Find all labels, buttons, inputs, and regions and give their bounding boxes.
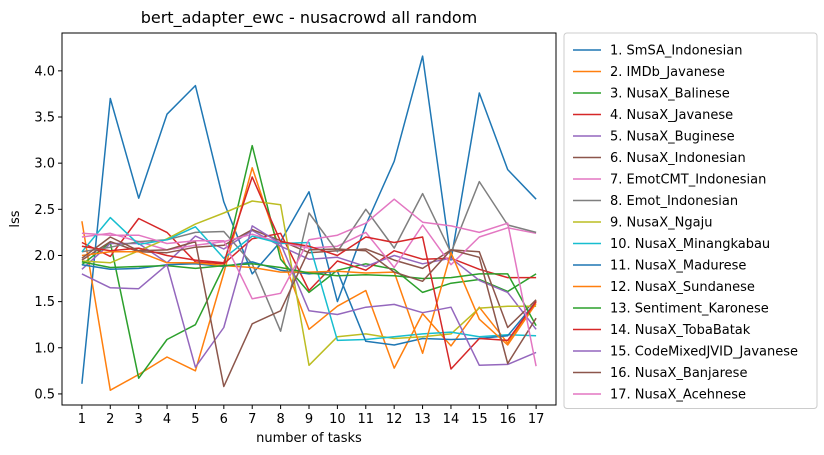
x-tick-label: 9 [305, 412, 313, 427]
legend-label: 15. CodeMixedJVID_Javanese [610, 345, 798, 360]
y-tick-label: 1.0 [34, 341, 55, 356]
legend-label: 4. NusaX_Javanese [610, 108, 733, 123]
legend-label: 3. NusaX_Balinese [610, 87, 730, 102]
x-tick-label: 2 [106, 412, 114, 427]
legend-label: 12. NusaX_Sundanese [610, 280, 755, 295]
x-tick-label: 4 [163, 412, 171, 427]
x-tick-label: 16 [499, 412, 516, 427]
x-tick-label: 1 [78, 412, 86, 427]
x-tick-label: 15 [471, 412, 488, 427]
x-tick-label: 10 [329, 412, 346, 427]
series-line-17 [81, 198, 537, 367]
series-line-3 [81, 144, 537, 379]
legend-label: 5. NusaX_Buginese [610, 130, 735, 145]
x-tick-label: 5 [191, 412, 199, 427]
x-tick-label: 14 [443, 412, 460, 427]
y-tick-label: 2.5 [34, 203, 55, 218]
series-lines [81, 55, 537, 391]
y-tick-label: 3.5 [34, 111, 55, 126]
y-tick-label: 1.5 [34, 295, 55, 310]
legend-label: 7. EmotCMT_Indonesian [610, 173, 766, 188]
series-line-16 [81, 236, 537, 388]
series-line-14 [81, 176, 537, 370]
x-tick-label: 11 [358, 412, 375, 427]
y-tick-label: 0.5 [34, 387, 55, 402]
x-axis-title: number of tasks [256, 431, 362, 446]
legend-label: 13. Sentiment_Karonese [610, 302, 769, 317]
x-tick-label: 8 [276, 412, 284, 427]
x-tick-label: 13 [414, 412, 431, 427]
legend-label: 8. Emot_Indonesian [610, 194, 738, 209]
x-tick-label: 3 [135, 412, 143, 427]
series-line-12 [81, 251, 537, 355]
series-line-13 [81, 261, 537, 326]
legend-label: 16. NusaX_Banjarese [610, 366, 747, 381]
series-line-15 [81, 225, 537, 368]
series-line-5 [81, 229, 537, 330]
legend-label: 11. NusaX_Madurese [610, 259, 746, 274]
series-line-7 [81, 224, 537, 269]
series-line-4 [81, 217, 537, 292]
y-tick-label: 3.0 [34, 157, 55, 172]
x-tick-label: 12 [386, 412, 403, 427]
legend-label: 6. NusaX_Indonesian [610, 151, 746, 166]
legend-label: 1. SmSA_Indonesian [610, 44, 742, 59]
legend-box [563, 32, 818, 409]
series-line-1 [81, 55, 537, 384]
y-tick-label: 4.0 [34, 64, 55, 79]
x-tick-label: 7 [248, 412, 256, 427]
x-tick-label: 17 [528, 412, 545, 427]
legend-label: 10. NusaX_Minangkabau [610, 237, 770, 252]
y-axis-title: lss [8, 210, 23, 227]
x-tick-label: 6 [220, 412, 228, 427]
legend-label: 14. NusaX_TobaBatak [610, 323, 751, 338]
x-axis: 1 2 3 4 5 6 7 8 9 10 11 12 13 14 15 16 17 [78, 405, 545, 427]
y-tick-label: 2.0 [34, 249, 55, 264]
legend: 1. SmSA_Indonesian 2. IMDb_Javanese 3. Nus… [563, 32, 818, 409]
legend-label: 17. NusaX_Acehnese [610, 388, 746, 403]
y-axis: 0.5 1.0 1.5 2.0 2.5 3.0 3.5 4.0 [34, 64, 62, 402]
chart-title: bert_adapter_ewc - nusacrowd all random [141, 8, 478, 28]
legend-label: 2. IMDb_Javanese [610, 65, 725, 80]
legend-label: 9. NusaX_Ngaju [610, 216, 712, 231]
